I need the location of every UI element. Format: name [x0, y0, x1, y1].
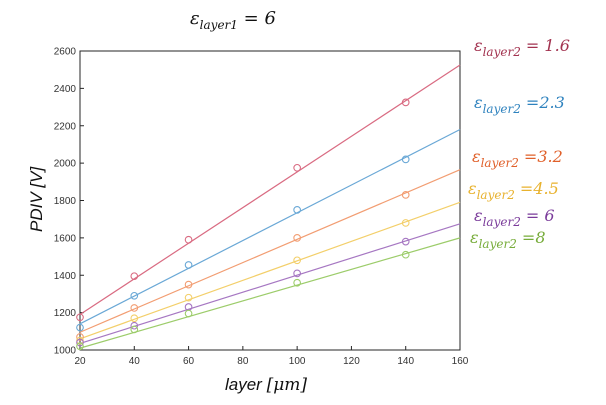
- x-axis-label: layer [μm]: [225, 375, 307, 395]
- data-point-1: [401, 155, 410, 164]
- data-point-5: [293, 278, 301, 287]
- fit-line-5: [79, 237, 461, 349]
- y-tick-label: 1000: [54, 346, 77, 357]
- chart-title: εlayer1 = 6: [190, 8, 276, 32]
- data-point-0: [293, 163, 301, 172]
- data-point-3: [184, 293, 193, 302]
- fit-lines: [79, 64, 461, 349]
- data-point-4: [401, 237, 410, 246]
- fit-line-2: [79, 169, 461, 333]
- data-point-0: [76, 313, 84, 322]
- y-tick-label: 2400: [54, 84, 77, 95]
- legend-label-1.6: εlayer2 = 1.6: [474, 36, 570, 59]
- fit-line-1: [79, 128, 461, 325]
- y-tick-label: 1800: [54, 196, 77, 207]
- legend-label-4.5: εlayer2 =4.5: [468, 179, 559, 202]
- data-point-2: [293, 234, 301, 242]
- data-point-5: [401, 250, 410, 259]
- y-tick-label: 2000: [54, 159, 77, 170]
- data-point-0: [401, 98, 410, 107]
- data-point-4: [293, 269, 301, 278]
- y-tick-label: 1600: [54, 233, 77, 244]
- x-tick-label: 80: [237, 356, 249, 367]
- data-point-0: [184, 235, 193, 244]
- data-point-2: [184, 280, 193, 289]
- data-points: [76, 98, 410, 351]
- data-point-2: [76, 333, 84, 341]
- x-tick-label: 20: [74, 356, 86, 367]
- data-point-1: [76, 323, 84, 332]
- data-point-4: [130, 321, 139, 330]
- data-point-3: [130, 314, 139, 323]
- plot-area: [79, 50, 461, 351]
- x-tick-label: 60: [183, 356, 195, 367]
- legend-label-8: εlayer2 =8: [470, 228, 546, 251]
- legend-label-3.2: εlayer2 =3.2: [472, 147, 563, 170]
- legend-label-6: εlayer2 = 6: [474, 206, 555, 229]
- legend-label-2.3: εlayer2 =2.3: [474, 93, 565, 116]
- y-tick-label: 1200: [54, 308, 77, 319]
- fit-line-3: [79, 201, 461, 340]
- data-point-4: [76, 338, 84, 347]
- y-tick-label: 1400: [54, 271, 77, 282]
- data-point-0: [130, 272, 139, 281]
- legend: εlayer2 = 1.6 εlayer2 =2.3 εlayer2 =3.2 …: [468, 36, 570, 251]
- x-tick-label: 40: [129, 356, 141, 367]
- data-point-1: [130, 291, 139, 300]
- x-tick-label: 160: [452, 356, 469, 367]
- y-axis-label: PDIV [V]: [27, 166, 46, 232]
- data-point-3: [293, 256, 301, 265]
- y-tick-label: 2600: [54, 47, 77, 58]
- data-point-5: [130, 325, 139, 334]
- x-tick-label: 100: [289, 356, 306, 367]
- data-point-2: [130, 304, 139, 312]
- data-point-5: [184, 309, 193, 318]
- data-point-1: [184, 261, 193, 269]
- y-tick-label: 2200: [54, 121, 77, 132]
- data-point-5: [76, 342, 84, 351]
- data-point-3: [401, 219, 410, 227]
- fit-line-4: [79, 223, 461, 345]
- data-point-1: [293, 205, 301, 214]
- fit-line-0: [79, 64, 461, 315]
- data-point-2: [401, 191, 410, 199]
- x-tick-label: 140: [397, 356, 414, 367]
- x-tick-label: 120: [343, 356, 360, 367]
